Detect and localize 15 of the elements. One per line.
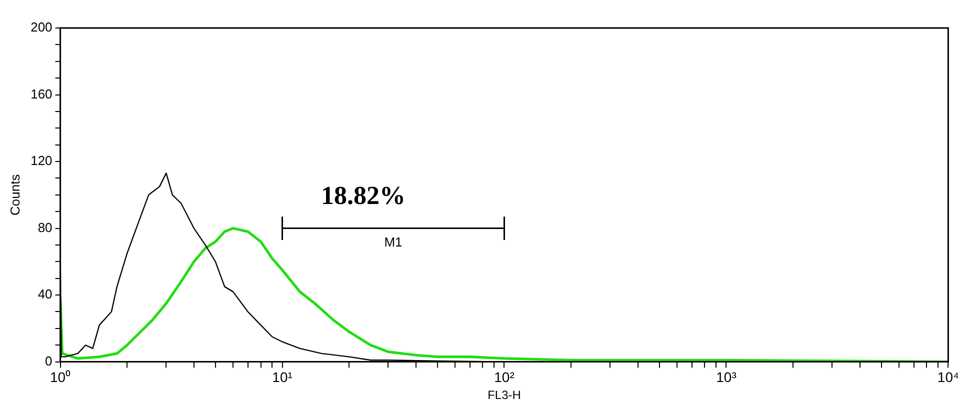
y-tick-label: 80 — [38, 220, 52, 235]
y-tick-label: 160 — [30, 86, 52, 102]
x-tick-label: 10⁰ — [50, 369, 71, 386]
y-axis-title: Counts — [7, 174, 22, 216]
y-tick-label: 200 — [30, 20, 52, 35]
annotation: 18.82% — [321, 181, 406, 210]
x-tick-label: 10¹ — [272, 369, 293, 386]
series-label: M1 — [384, 234, 402, 250]
y-tick-label: 0 — [45, 353, 52, 368]
x-tick-label: 10⁴ — [937, 369, 960, 386]
x-tick-label: 10² — [494, 369, 515, 386]
x-axis-title: FL3-H — [488, 388, 521, 402]
y-tick-label: 120 — [30, 153, 52, 168]
y-tick-label: 40 — [38, 286, 52, 302]
x-tick-label: 10³ — [716, 369, 737, 386]
